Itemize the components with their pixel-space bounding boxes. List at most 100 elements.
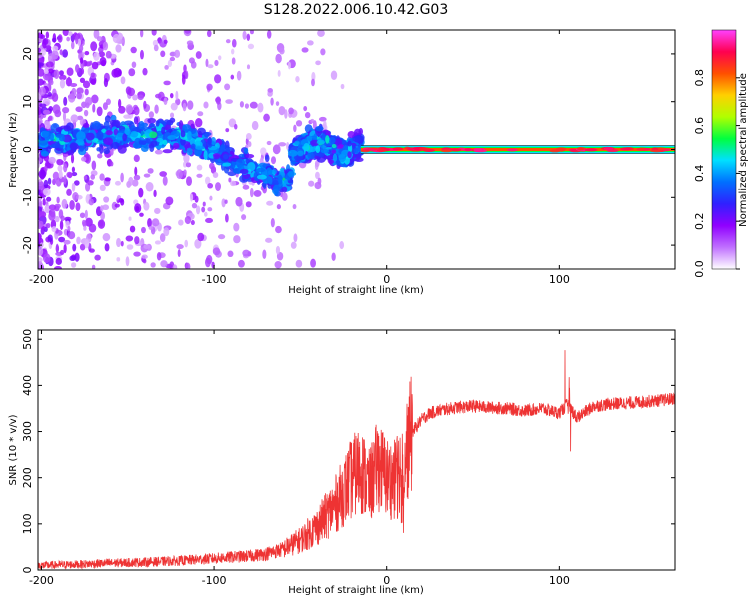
snr-x-tick-label: -100 [202, 574, 227, 587]
direct-signal-peak [376, 148, 388, 152]
colorbar-tick-label: 0.8 [693, 69, 706, 87]
noise-cell [47, 53, 54, 63]
noise-cell [38, 68, 45, 77]
noise-cell [42, 109, 51, 115]
noise-cell [81, 219, 86, 226]
noise-cell [209, 195, 213, 201]
noise-cell [63, 163, 68, 173]
arc-cell [162, 149, 173, 154]
noise-cell [81, 156, 87, 162]
arc-cell [210, 136, 217, 146]
noise-cell [38, 160, 41, 169]
noise-cell [102, 204, 110, 211]
arc-cell [169, 117, 176, 123]
noise-cell [53, 69, 60, 80]
noise-cell [207, 64, 214, 69]
arc-cell [147, 117, 156, 124]
noise-cell [176, 169, 184, 180]
arc-cell [353, 147, 359, 154]
snr-y-tick-label: 500 [21, 329, 34, 350]
noise-cell [83, 109, 89, 117]
noise-cell [54, 203, 61, 209]
noise-cell [186, 40, 194, 46]
noise-cell [182, 102, 187, 112]
noise-cell [63, 243, 67, 254]
arc-cell [331, 144, 337, 149]
direct-signal-peak [549, 149, 561, 153]
noise-cell [75, 34, 79, 45]
noise-cell [310, 258, 316, 268]
arc-cell [96, 147, 101, 152]
noise-cell [278, 142, 287, 147]
direct-signal-peak [603, 147, 614, 151]
snr-frame [37, 329, 676, 571]
noise-cell [190, 220, 195, 226]
noise-cell [129, 225, 136, 233]
arc-cell [197, 127, 206, 136]
direct-signal-peak [360, 149, 370, 153]
arc-cell [264, 154, 270, 163]
spectrogram-x-tick-label: 100 [549, 273, 570, 286]
noise-cell [304, 112, 311, 119]
arc-cell [82, 122, 90, 129]
noise-cell [234, 123, 238, 130]
noise-cell [67, 76, 71, 87]
noise-cell [225, 213, 229, 223]
noise-cell [197, 111, 204, 117]
spectrogram-x-label: Height of straight line (km) [288, 285, 424, 296]
arc-cell [103, 148, 110, 155]
noise-cell [154, 149, 163, 155]
spectrogram-y-ticks: -20 -10 0 10 20 [21, 47, 675, 254]
noise-cell [115, 44, 122, 53]
noise-cell [38, 246, 44, 256]
noise-cell [71, 262, 77, 268]
noise-cell [132, 94, 138, 101]
noise-cell [204, 176, 211, 185]
direct-signal-peak [418, 147, 431, 151]
noise-cell [236, 70, 242, 81]
noise-cell [194, 195, 199, 203]
arc-cell [138, 120, 145, 130]
noise-cell [175, 98, 181, 106]
arc-cell [186, 147, 193, 156]
noise-cell [253, 189, 262, 197]
arc-cell [239, 168, 249, 175]
noise-cell [57, 165, 63, 172]
noise-cell [207, 183, 214, 189]
noise-cell [120, 76, 126, 85]
noise-cell [133, 154, 140, 163]
noise-cell [96, 36, 103, 42]
noise-cell [195, 51, 202, 59]
noise-cell [317, 177, 322, 185]
noise-cell [290, 241, 297, 249]
noise-cell [262, 249, 267, 259]
noise-cell [275, 101, 280, 106]
noise-cell [131, 61, 137, 68]
arc-cell [55, 127, 64, 133]
noise-cell [84, 88, 89, 96]
noise-cell [88, 60, 93, 66]
noise-cell [91, 61, 99, 70]
noise-cell [38, 232, 42, 242]
arc-cell [244, 147, 249, 154]
noise-cell [59, 220, 64, 231]
arc-cell [63, 125, 71, 132]
noise-cell [120, 198, 125, 206]
colorbar-tick-label: 0.2 [693, 212, 706, 230]
arc-cell [245, 153, 255, 159]
noise-cell [165, 196, 174, 206]
chart-title: S128.2022.006.10.42.G03 [264, 2, 449, 18]
noise-cell [230, 180, 237, 187]
spectrogram-x-tick-label: 0 [383, 273, 390, 286]
noise-cell [48, 204, 57, 211]
noise-cell [203, 211, 208, 217]
noise-cell [98, 51, 105, 58]
noise-cell [59, 249, 65, 255]
arc-cell [331, 149, 337, 154]
noise-cell [51, 226, 57, 233]
noise-cell [275, 53, 282, 64]
noise-cell [96, 106, 103, 117]
snr-y-tick-label: 200 [21, 467, 34, 488]
arc-cell [76, 130, 86, 141]
